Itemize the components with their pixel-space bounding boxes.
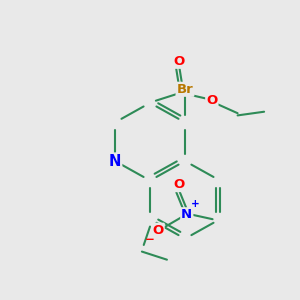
Text: Br: Br bbox=[177, 83, 193, 96]
Text: O: O bbox=[152, 224, 164, 237]
Text: −: − bbox=[145, 233, 155, 246]
Text: N: N bbox=[109, 154, 121, 169]
Text: O: O bbox=[174, 55, 185, 68]
Text: N: N bbox=[181, 208, 192, 221]
Text: +: + bbox=[190, 200, 199, 209]
Text: O: O bbox=[206, 94, 218, 107]
Text: O: O bbox=[174, 178, 185, 191]
